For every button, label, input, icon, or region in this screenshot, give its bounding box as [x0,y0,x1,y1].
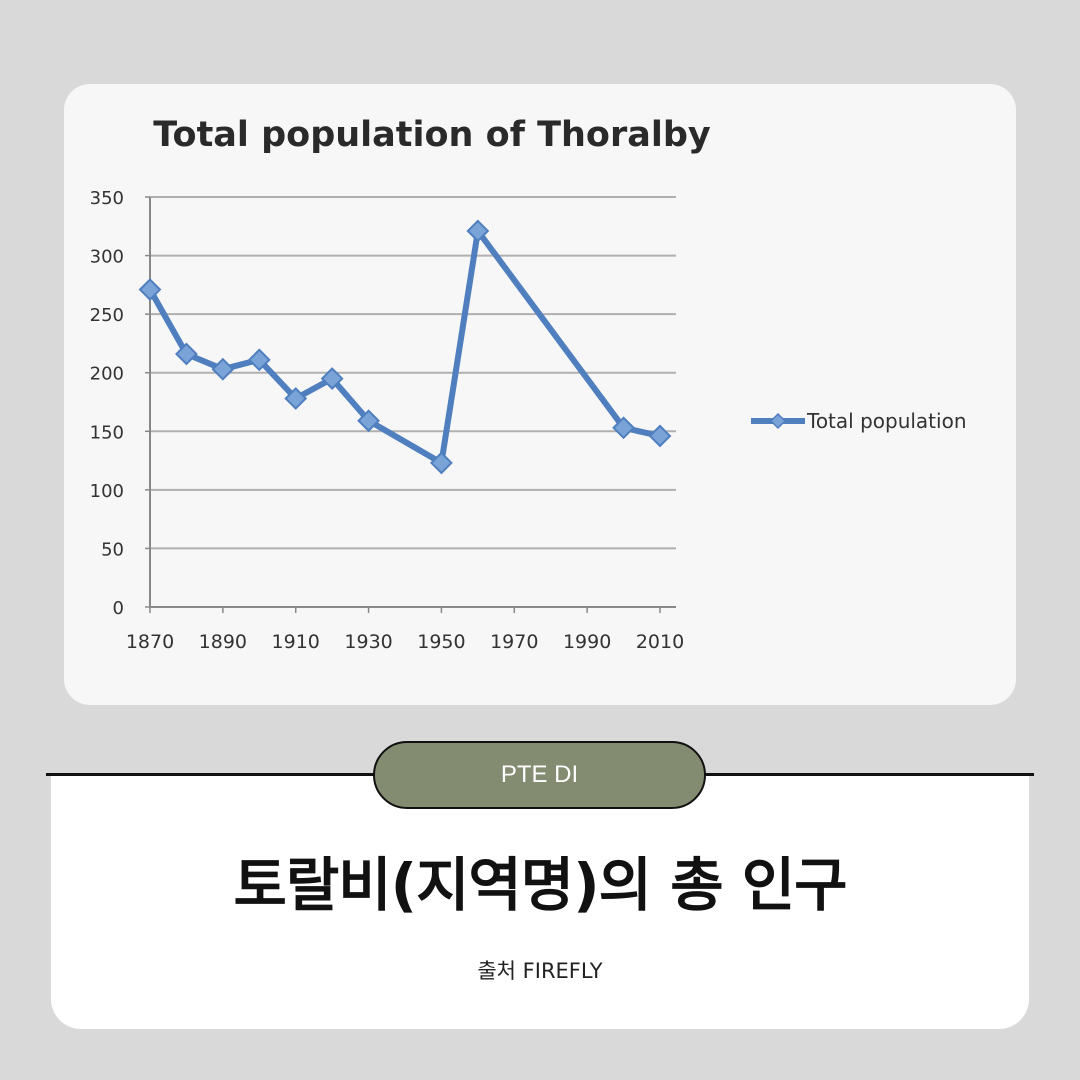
y-tick-label-300: 300 [90,247,124,268]
y-tick-label-350: 350 [90,188,124,209]
line-chart: Total population of Thoralby 0 50 100 150 200… [90,115,967,653]
y-tick-label-150: 150 [90,422,124,443]
chart-card: Total population of Thoralby 0 50 100 150 200… [64,84,1016,705]
data-point-1920 [320,367,344,390]
chart-title: Total population of Thoralby [153,115,711,155]
x-tick-label-1910: 1910 [272,631,320,653]
data-point-2000 [612,416,635,440]
data-point-1950 [430,451,453,475]
data-point-1960 [466,219,490,243]
series-line-0 [147,228,663,466]
x-tick-label-1970: 1970 [490,631,538,653]
data-point-1910 [284,387,308,410]
x-tick-label-1950: 1950 [417,631,465,653]
x-tick-label-1870: 1870 [126,631,174,653]
data-point-1930 [357,409,380,433]
headline: 토랄비(지역명)의 총 인구 [233,851,847,919]
data-point-1880 [175,342,198,366]
x-tick-label-1990: 1990 [563,631,611,653]
legend-label: Total population [806,409,967,433]
category-badge: PTE DI [373,741,706,809]
y-tick-label-0: 0 [113,598,124,619]
source-credit: 출처 FIREFLY [477,959,603,983]
data-point-1890 [211,357,235,381]
y-tick-label-250: 250 [90,305,124,326]
y-tick-label-200: 200 [90,364,124,385]
data-point-1870 [138,278,162,301]
y-tick-label-100: 100 [90,481,124,502]
x-tick-label-1930: 1930 [344,631,392,653]
x-tick-label-1890: 1890 [199,631,247,653]
data-point-2010 [648,424,672,448]
x-tick-label-2010: 2010 [636,631,684,653]
legend-marker-swatch [769,412,787,430]
y-tick-label-50: 50 [101,539,124,560]
data-point-1900 [247,348,271,372]
info-card [51,776,1029,1029]
